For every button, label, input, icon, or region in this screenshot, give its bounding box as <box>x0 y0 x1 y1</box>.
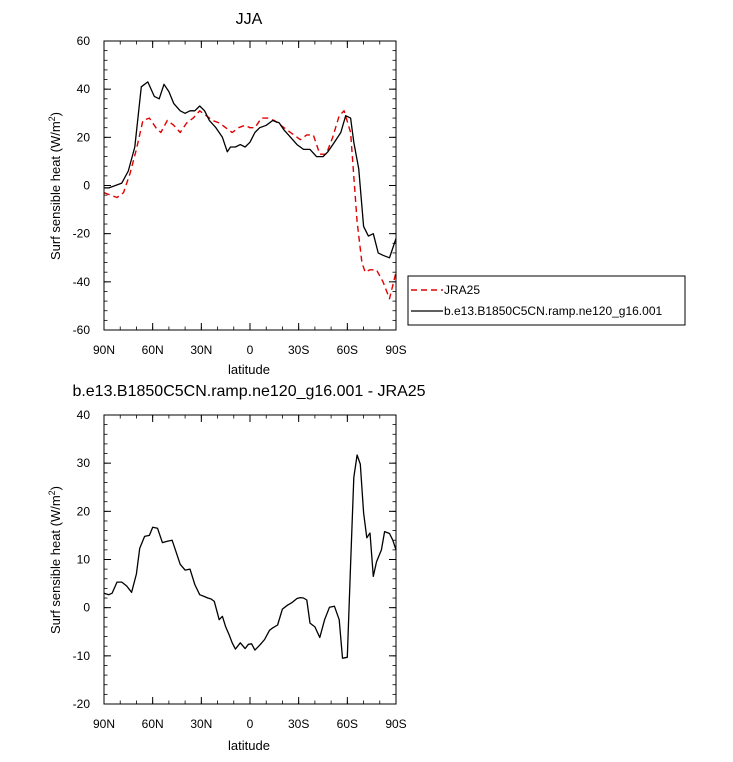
bottom-chart-y-axis-label-close: ) <box>48 486 63 490</box>
top-chart-x-tick-label: 0 <box>247 343 254 357</box>
top-chart-x-tick-label: 60N <box>142 343 164 357</box>
top-chart-y-axis-label-sup: 2 <box>47 116 57 121</box>
bottom-chart-x-tick-label: 90S <box>385 717 406 731</box>
bottom-chart-y-tick-label: 40 <box>77 408 91 422</box>
top-chart-plot-frame <box>103 40 397 331</box>
top-chart-y-tick-label: 40 <box>77 82 91 96</box>
top-chart-y-axis-label: Surf sensible heat (W/m2) <box>47 112 63 260</box>
bottom-chart-x-tick-label: 30S <box>288 717 309 731</box>
bottom-chart-x-tick-label: 60S <box>337 717 358 731</box>
bottom-chart-x-tick-label: 60N <box>142 717 164 731</box>
bottom-chart-x-tick-label: 90N <box>93 717 115 731</box>
bottom-chart-y-tick-label: -20 <box>73 697 91 711</box>
top-chart-y-tick-label: -20 <box>73 227 91 241</box>
top-chart-x-tick-label: 30N <box>190 343 212 357</box>
top-chart-y-tick-label: 60 <box>77 34 91 48</box>
top-chart-series-line-2 <box>104 81 397 259</box>
top-chart-y-axis-label-close: ) <box>48 112 63 116</box>
top-chart-x-axis-label: latitude <box>228 362 270 377</box>
top-chart-legend: JRA25 b.e13.B1850C5CN.ramp.ne120_g16.001 <box>407 275 686 326</box>
top-chart-x-tick-label: 90N <box>93 343 115 357</box>
bottom-chart-y-axis-label-main: Surf sensible heat (W/m <box>48 495 63 634</box>
top-chart-title: JJA <box>236 11 263 28</box>
top-chart-x-tick-label: 90S <box>385 343 406 357</box>
top-chart-y-tick-label: -60 <box>73 323 91 337</box>
bottom-chart-y-axis-label: Surf sensible heat (W/m2) <box>47 486 63 634</box>
legend-label-model: b.e13.B1850C5CN.ramp.ne120_g16.001 <box>444 304 662 318</box>
bottom-chart-y-tick-label: -10 <box>73 649 91 663</box>
top-chart-y-axis-label-main: Surf sensible heat (W/m <box>48 121 63 260</box>
top-chart-y-tick-label: 0 <box>83 179 90 193</box>
bottom-chart-plot-frame <box>103 414 397 705</box>
legend-label-jra25: JRA25 <box>444 283 480 297</box>
bottom-chart-x-tick-label: 30N <box>190 717 212 731</box>
bottom-chart-y-tick-label: 30 <box>77 456 91 470</box>
bottom-chart-y-tick-label: 0 <box>83 601 90 615</box>
top-chart-x-tick-label: 30S <box>288 343 309 357</box>
bottom-chart-y-tick-label: 10 <box>77 553 91 567</box>
bottom-chart-y-axis-label-sup: 2 <box>47 490 57 495</box>
bottom-chart-y-tick-label: 20 <box>77 504 91 518</box>
top-chart-x-tick-label: 60S <box>337 343 358 357</box>
top-chart-y-tick-label: 20 <box>77 130 91 144</box>
bottom-chart: b.e13.B1850C5CN.ramp.ne120_g16.001 - JRA… <box>47 383 426 753</box>
legend-box <box>407 275 686 326</box>
top-chart-y-tick-label: -40 <box>73 275 91 289</box>
bottom-chart-x-tick-label: 0 <box>247 717 254 731</box>
top-chart-series-line-1 <box>103 110 397 300</box>
bottom-chart-title: b.e13.B1850C5CN.ramp.ne120_g16.001 - JRA… <box>72 383 425 400</box>
bottom-chart-series-line-1 <box>103 454 397 659</box>
bottom-chart-x-axis-label: latitude <box>228 738 270 753</box>
